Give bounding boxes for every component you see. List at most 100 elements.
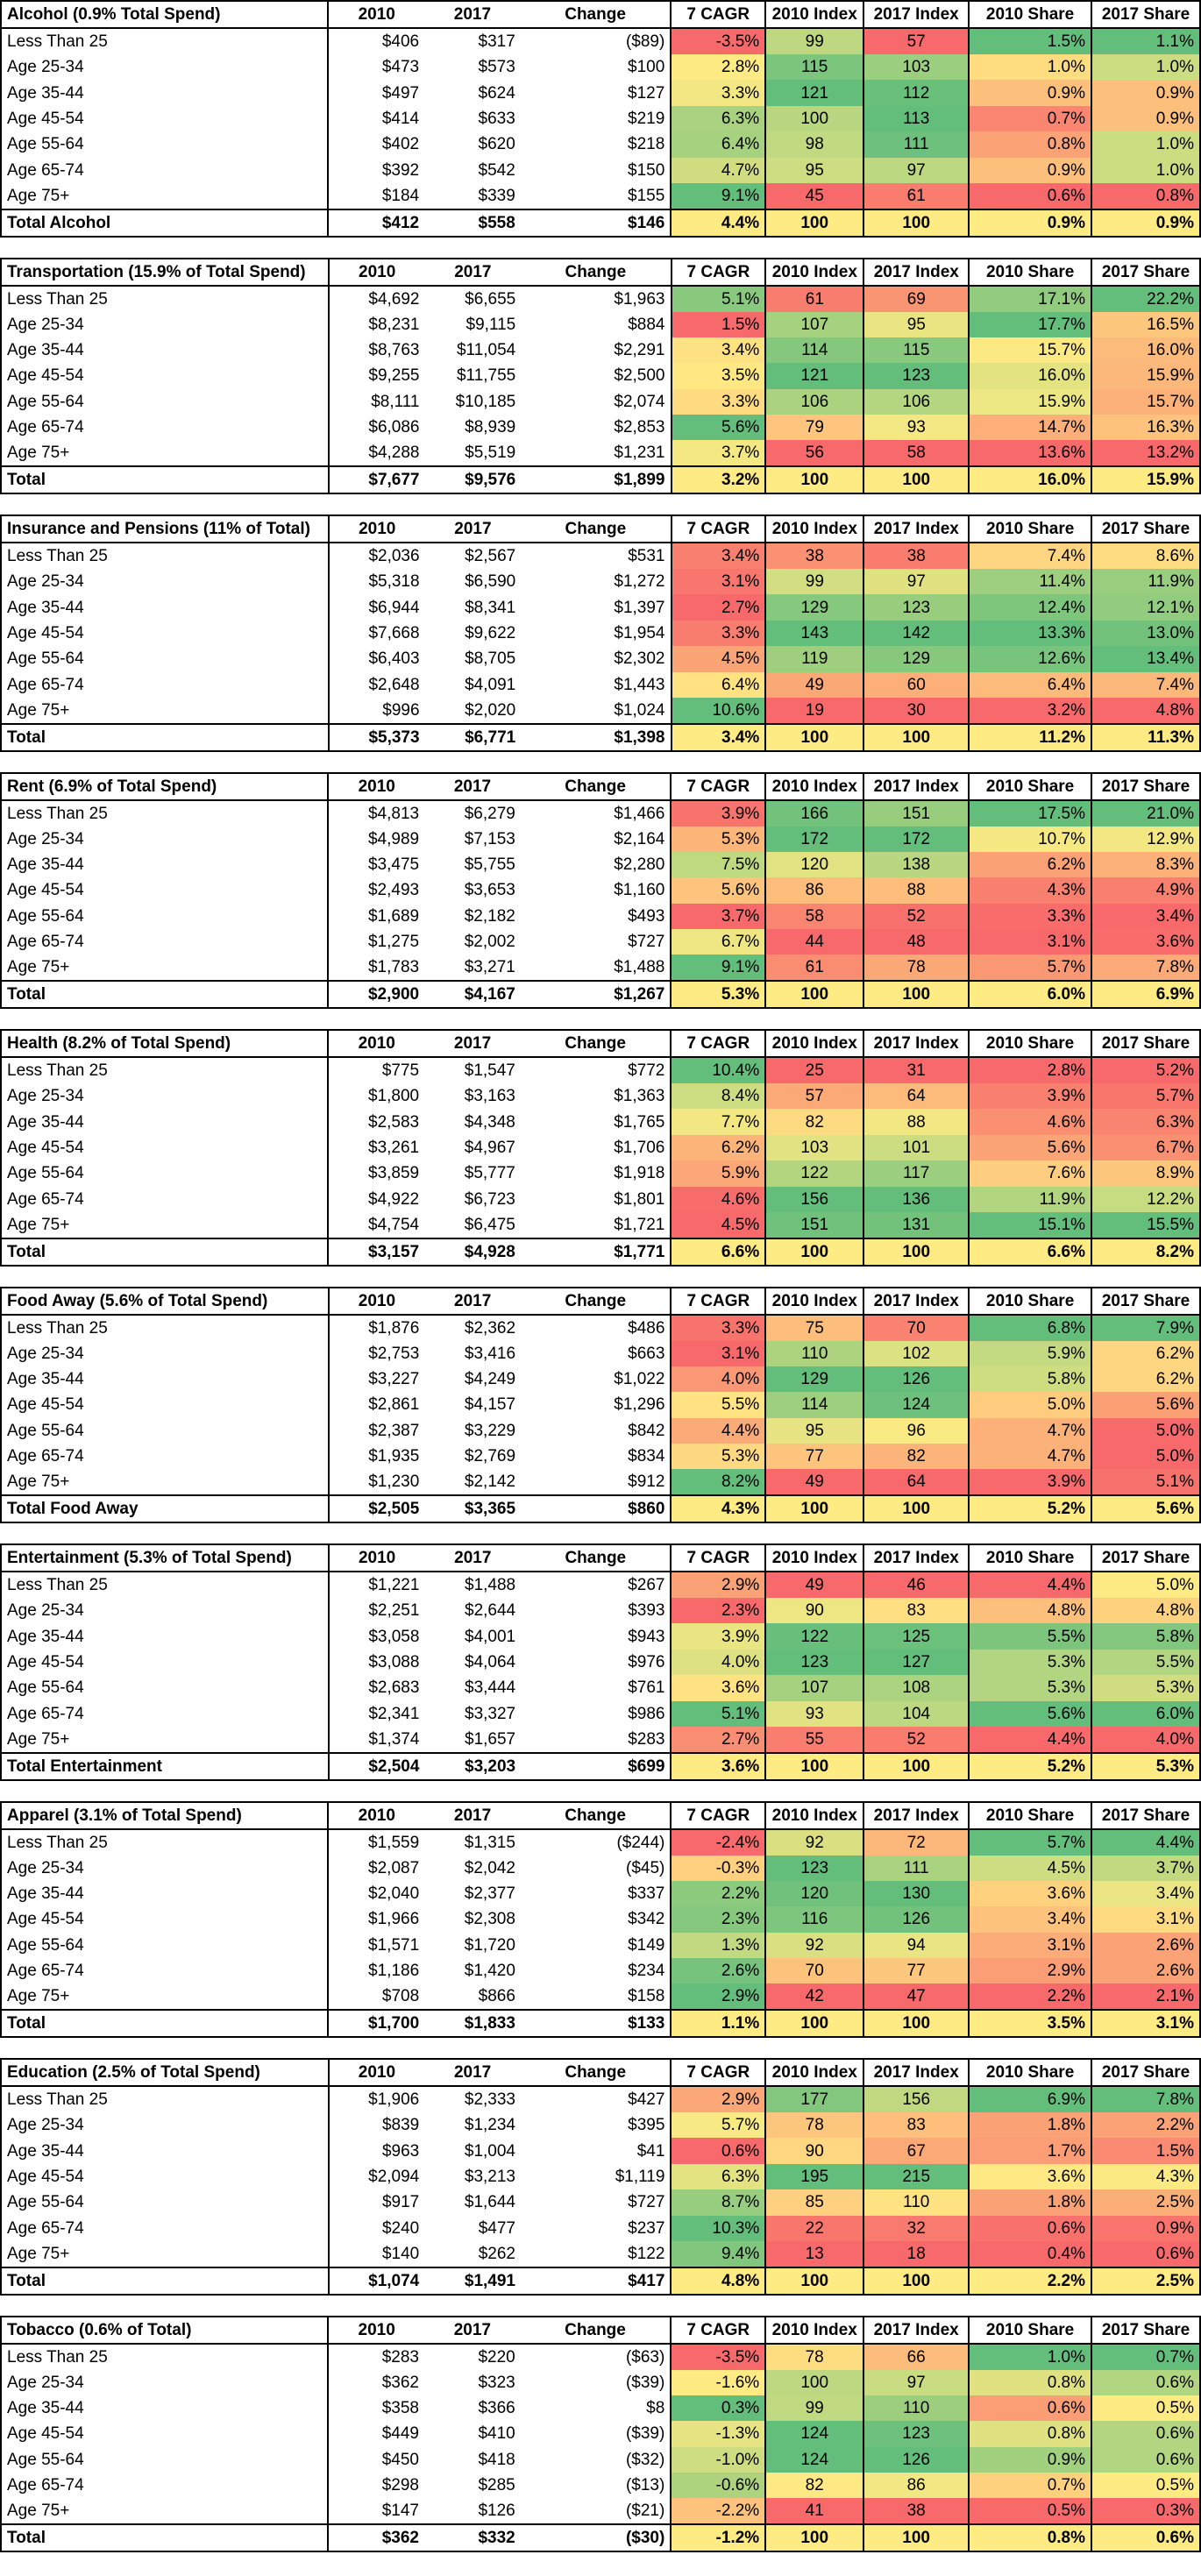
cell-label[interactable]: Age 65-74 [0,415,330,441]
cell-idx2010[interactable]: 75 [764,1314,864,1341]
cell-idx2010[interactable]: 124 [764,2421,864,2447]
cell-change[interactable]: $158 [628,1987,665,2006]
cell-share2017[interactable]: 5.0% [1091,1444,1201,1470]
cell-y2017[interactable]: $418 [478,2450,515,2469]
cell-share2017[interactable]: 0.6% [1091,2240,1201,2267]
cell-idx2017[interactable]: 38 [863,543,970,569]
cell-label[interactable]: Age 35-44 [0,594,330,621]
cell-idx2017[interactable]: 94 [863,1932,970,1959]
cell-share2010[interactable]: 3.9% [968,1083,1091,1110]
cell-share2010[interactable]: 2.2% [968,1983,1091,2011]
cell-share2010[interactable]: 6.6% [968,1237,1091,1267]
cell-idx2010[interactable]: 124 [764,2446,864,2473]
column-header[interactable]: 2017 Index [863,514,970,543]
cell-idx2017[interactable]: 78 [863,954,970,982]
cell-idx2017[interactable]: 110 [863,2395,970,2422]
cell-label[interactable]: Age 55-64 [0,1932,330,1959]
column-header[interactable]: Change [520,771,672,801]
cell-change[interactable]: $986 [628,1704,665,1723]
cell-y2010[interactable]: $1,374 [368,1729,420,1749]
cell-label[interactable]: Age 55-64 [0,2189,330,2216]
cell-label[interactable]: Age 65-74 [0,2215,330,2241]
cell-change[interactable]: $1,918 [614,1164,665,1183]
cell-share2010[interactable]: 5.9% [968,1340,1091,1366]
cell-change[interactable]: $149 [628,1935,665,1955]
cell-cagr[interactable]: 5.3% [670,826,766,852]
cell-share2017[interactable]: 15.7% [1091,388,1201,415]
cell-idx2017[interactable]: 129 [863,646,970,672]
cell-idx2017[interactable]: 111 [863,1855,970,1881]
cell-share2017[interactable]: 4.8% [1091,697,1201,724]
cell-label[interactable]: Total Entertainment [0,1751,330,1781]
cell-label[interactable]: Age 55-64 [0,646,330,672]
column-header[interactable]: 2010 [328,1800,425,1830]
cell-share2017[interactable]: 6.2% [1091,1366,1201,1393]
cell-y2010[interactable]: $3,475 [367,855,420,875]
cell-idx2010[interactable]: 129 [764,594,864,621]
cell-label[interactable]: Age 65-74 [0,2473,330,2499]
cell-change[interactable]: $1,954 [614,623,665,642]
cell-change[interactable]: $912 [628,1473,665,1492]
cell-idx2017[interactable]: 97 [863,2369,970,2395]
column-header[interactable]: 7 CAGR [670,514,766,543]
cell-label[interactable]: Age 35-44 [0,1880,330,1907]
cell-idx2017[interactable]: 100 [863,465,970,495]
cell-share2010[interactable]: 16.0% [968,465,1092,495]
cell-share2010[interactable]: 0.9% [968,208,1091,238]
cell-y2010[interactable]: $963 [381,2141,420,2161]
cell-share2010[interactable]: 6.4% [968,671,1092,698]
cell-idx2010[interactable]: 41 [764,2498,864,2525]
cell-cagr[interactable]: 3.5% [670,363,766,389]
cell-change[interactable]: $237 [628,2218,665,2238]
cell-label[interactable]: Age 75+ [0,1469,330,1496]
cell-label[interactable]: Age 35-44 [0,1623,330,1650]
cell-share2010[interactable]: 3.9% [968,1469,1091,1496]
column-header[interactable]: 2010 Share [968,1286,1091,1316]
cell-cagr[interactable]: 4.5% [670,1211,766,1238]
cell-share2017[interactable]: 15.9% [1091,465,1201,495]
cell-share2010[interactable]: 0.6% [968,182,1091,209]
cell-cagr[interactable]: 2.3% [670,1906,766,1933]
cell-label[interactable]: Less Than 25 [0,28,330,54]
cell-label[interactable]: Less Than 25 [0,1057,330,1083]
column-header[interactable]: 2017 Share [1090,1029,1201,1058]
column-header[interactable]: 2010 Index [764,257,864,287]
cell-share2010[interactable]: 12.4% [968,594,1092,621]
cell-share2017[interactable]: 13.2% [1091,440,1201,467]
cell-cagr[interactable]: 6.4% [670,131,766,158]
cell-y2017[interactable]: $1,547 [464,1061,515,1080]
cell-idx2017[interactable]: 95 [863,311,970,337]
cell-share2017[interactable]: 13.0% [1091,620,1201,647]
column-header[interactable]: Change [521,257,672,287]
cell-idx2017[interactable]: 18 [863,2240,970,2267]
cell-share2010[interactable]: 0.5% [968,2498,1091,2525]
cell-share2017[interactable]: 3.1% [1090,2009,1201,2039]
cell-label[interactable]: Age 35-44 [0,2395,330,2422]
cell-share2010[interactable]: 13.6% [968,440,1092,467]
cell-cagr[interactable]: 3.6% [670,1675,766,1701]
cell-label[interactable]: Less Than 25 [0,2086,330,2112]
cell-label[interactable]: Age 45-54 [0,1134,330,1161]
cell-label[interactable]: Age 45-54 [0,363,330,389]
cell-cagr[interactable]: -1.0% [670,2446,766,2473]
cell-change[interactable]: $1,398 [521,722,672,752]
cell-share2010[interactable]: 4.6% [968,1109,1091,1135]
section-title[interactable]: Rent (6.9% of Total Spend) [0,771,330,801]
cell-share2010[interactable]: 4.8% [968,1598,1091,1624]
cell-idx2017[interactable]: 48 [863,929,970,955]
column-header[interactable]: 2017 [424,257,522,287]
cell-share2017[interactable]: 13.4% [1091,646,1201,672]
cell-cagr[interactable]: 9.4% [670,2240,766,2267]
cell-change[interactable]: $1,024 [614,700,665,720]
cell-share2017[interactable]: 15.5% [1090,1211,1201,1238]
cell-y2010[interactable]: $7,668 [368,623,420,642]
cell-change[interactable]: $976 [628,1652,665,1671]
cell-label[interactable]: Age 65-74 [0,671,330,698]
cell-y2010[interactable]: $1,966 [368,1910,420,1929]
cell-idx2010[interactable]: 99 [764,569,864,595]
cell-share2010[interactable]: 5.0% [968,1392,1091,1418]
cell-share2010[interactable]: 11.4% [968,569,1092,595]
cell-y2017[interactable]: $4,091 [465,675,516,694]
column-header[interactable]: 2017 Share [1090,771,1201,801]
cell-label[interactable]: Age 55-64 [0,903,330,930]
